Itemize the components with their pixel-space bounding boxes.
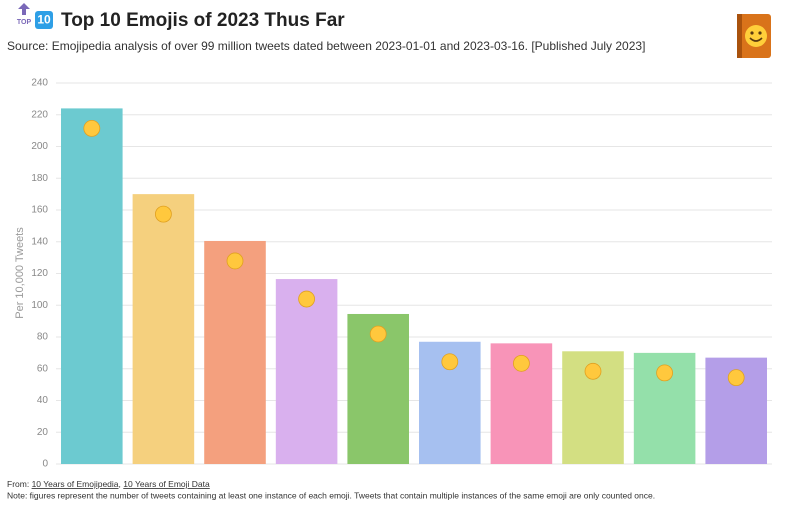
emoji-icon xyxy=(656,364,673,382)
bar xyxy=(132,194,195,464)
bar xyxy=(61,108,123,465)
emoji-icon xyxy=(584,362,602,380)
y-tick-label: 60 xyxy=(37,363,49,374)
footer-link[interactable]: 10 Years of Emojipedia xyxy=(32,479,119,489)
y-tick-label: 160 xyxy=(31,205,48,216)
y-tick-label: 100 xyxy=(31,300,48,311)
chart-subtitle: Source: Emojipedia analysis of over 99 m… xyxy=(7,39,645,53)
top-arrow xyxy=(18,3,30,15)
y-tick-label: 200 xyxy=(31,141,48,152)
emoji-icon xyxy=(154,205,172,223)
emoji-icon xyxy=(298,290,316,308)
y-axis-label: Per 10,000 Tweets xyxy=(14,227,26,319)
emoji-icon xyxy=(226,252,244,270)
bar xyxy=(204,240,266,464)
y-tick-label: 40 xyxy=(37,395,49,406)
footer: From: 10 Years of Emojipedia, 10 Years o… xyxy=(7,479,210,489)
emoji-icon xyxy=(83,119,101,137)
y-tick-label: 120 xyxy=(31,268,48,279)
book-icon xyxy=(737,14,771,58)
badge-box xyxy=(35,11,53,29)
y-tick-label: 240 xyxy=(31,78,48,89)
y-tick-label: 0 xyxy=(42,459,48,470)
footer-note: Note: figures represent the number of tw… xyxy=(7,490,655,500)
emoji-icon xyxy=(727,369,745,387)
bar xyxy=(275,279,338,464)
emoji-icon xyxy=(441,353,459,371)
y-tick-label: 220 xyxy=(31,109,48,120)
emoji-icon xyxy=(513,354,530,372)
footer-link[interactable]: 10 Years of Emoji Data xyxy=(123,479,210,489)
y-tick-label: 20 xyxy=(37,427,49,438)
y-tick-label: 180 xyxy=(31,173,48,184)
footer-from: From: xyxy=(7,479,29,489)
chart-title: Top 10 Emojis of 2023 Thus Far xyxy=(61,10,345,31)
emoji-icon xyxy=(369,325,387,343)
badge-number: 10 xyxy=(37,13,51,27)
y-tick-label: 140 xyxy=(31,236,48,247)
y-tick-label: 80 xyxy=(37,332,49,343)
top-label: TOP xyxy=(17,19,32,26)
